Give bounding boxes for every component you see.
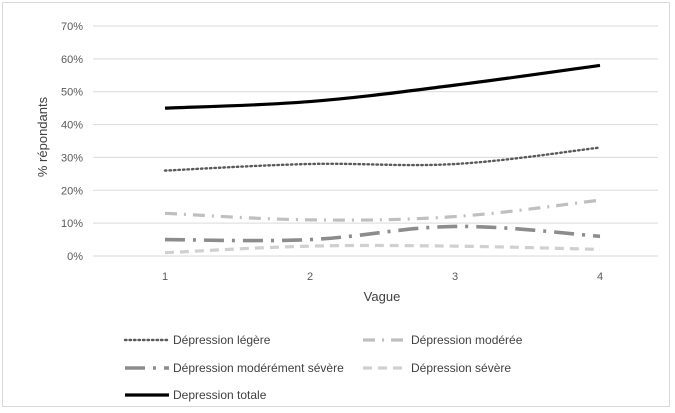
y-tick-label: 0% (67, 251, 83, 263)
y-tick-label: 10% (61, 218, 83, 230)
y-tick-label: 50% (61, 87, 83, 99)
y-tick-label: 60% (61, 54, 83, 66)
series-line (164, 224, 601, 243)
series-line (164, 243, 601, 255)
legend: Dépression légère Dépression modérée Dépre… (123, 333, 523, 402)
y-tick-label: 20% (61, 185, 83, 197)
legend-label: Dépression modérée (411, 333, 523, 347)
y-axis-ticks: 0% 10% 20% 30% 40% 50% 60% 70% (61, 21, 83, 263)
line-chart: 0% 10% 20% 30% 40% 50% 60% 70% 1 2 3 4 % répondant… (35, 21, 658, 402)
legend-label: Dépression modérément sévère (173, 361, 344, 375)
y-tick-label: 70% (61, 21, 83, 33)
series-line (164, 198, 601, 222)
gridlines (93, 25, 658, 257)
chart-frame: 0% 10% 20% 30% 40% 50% 60% 70% 1 2 3 4 % répondant… (2, 2, 670, 407)
y-tick-label: 40% (61, 120, 83, 132)
x-axis-ticks: 1 2 3 4 (162, 271, 603, 283)
x-tick-label: 2 (307, 271, 313, 283)
legend-label: Dépression légère (173, 333, 271, 347)
x-axis-title: Vague (364, 289, 401, 304)
series-line (164, 63, 601, 110)
legend-label: Dépression sévère (411, 361, 511, 375)
y-tick-label: 30% (61, 152, 83, 164)
x-tick-label: 4 (597, 271, 603, 283)
x-tick-label: 3 (452, 271, 458, 283)
series-lines (163, 63, 602, 255)
legend-label: Depression totale (173, 388, 267, 402)
x-tick-label: 1 (162, 271, 168, 283)
series-line (163, 146, 602, 172)
y-axis-title: % répondants (35, 96, 50, 177)
